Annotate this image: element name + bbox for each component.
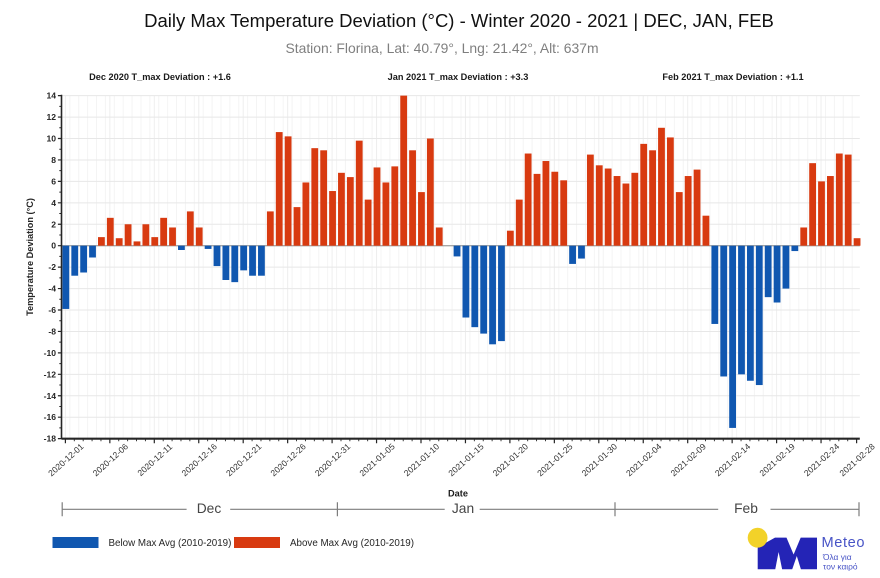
svg-text:4: 4 [51,198,56,208]
svg-text:14: 14 [46,91,56,101]
svg-text:Below Max Avg (2010-2019): Below Max Avg (2010-2019) [109,538,232,549]
svg-text:Dec: Dec [197,501,222,516]
svg-text:Feb 2021 T_max Deviation : +1.: Feb 2021 T_max Deviation : +1.1 [662,72,803,82]
svg-text:-4: -4 [48,284,56,294]
svg-text:Jan 2021 T_max Deviation : +3.: Jan 2021 T_max Deviation : +3.3 [388,72,529,82]
svg-text:Daily Max Temperature Deviatio: Daily Max Temperature Deviation (°C) - W… [144,10,774,31]
svg-text:τον καιρό: τον καιρό [823,562,858,572]
svg-text:-16: -16 [44,412,57,422]
svg-text:Temperature Deviation (°C): Temperature Deviation (°C) [25,198,35,316]
svg-text:-6: -6 [48,305,56,315]
svg-text:10: 10 [46,134,56,144]
svg-text:Station: Florina, Lat: 40.79°,: Station: Florina, Lat: 40.79°, Lng: 21.4… [285,40,598,56]
svg-text:Jan: Jan [452,501,474,516]
svg-text:-14: -14 [44,391,57,401]
svg-text:-10: -10 [44,348,57,358]
svg-text:Meteo: Meteo [822,535,866,551]
svg-text:-12: -12 [44,369,57,379]
svg-text:-8: -8 [48,326,56,336]
svg-text:0: 0 [51,241,56,251]
svg-text:Dec 2020 T_max Deviation : +1.: Dec 2020 T_max Deviation : +1.6 [89,72,231,82]
svg-text:Feb: Feb [734,501,758,516]
svg-text:6: 6 [51,176,56,186]
svg-text:2: 2 [51,219,56,229]
svg-text:Above Max Avg (2010-2019): Above Max Avg (2010-2019) [290,538,414,549]
svg-text:Όλα για: Όλα για [822,552,852,562]
svg-text:8: 8 [51,155,56,165]
svg-text:12: 12 [46,112,56,122]
svg-text:Date: Date [448,489,468,499]
svg-text:-18: -18 [44,434,57,444]
svg-text:-2: -2 [48,262,56,272]
